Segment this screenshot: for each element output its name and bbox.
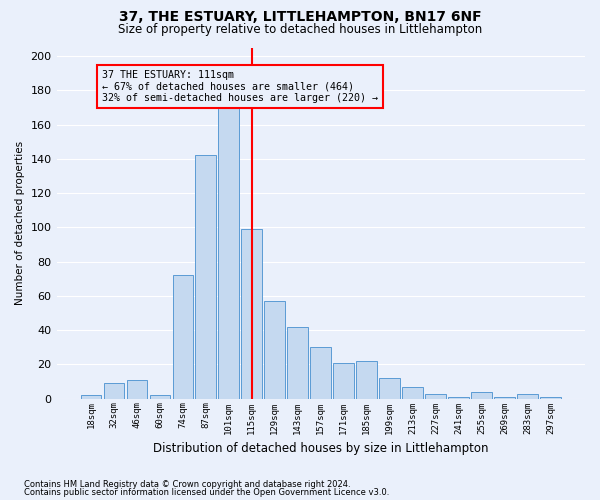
Text: Contains HM Land Registry data © Crown copyright and database right 2024.: Contains HM Land Registry data © Crown c… (24, 480, 350, 489)
Bar (104, 383, 124, 398)
Text: 37 THE ESTUARY: 111sqm
← 67% of detached houses are smaller (464)
32% of semi-de: 37 THE ESTUARY: 111sqm ← 67% of detached… (103, 70, 379, 103)
Bar (265, 301, 285, 398)
Text: 37, THE ESTUARY, LITTLEHAMPTON, BN17 6NF: 37, THE ESTUARY, LITTLEHAMPTON, BN17 6NF (119, 10, 481, 24)
Bar (472, 392, 492, 398)
Bar (494, 397, 515, 398)
Bar (241, 229, 262, 398)
Bar (218, 108, 239, 399)
Bar (196, 156, 216, 398)
Bar (517, 394, 538, 398)
Bar (334, 362, 354, 398)
Y-axis label: Number of detached properties: Number of detached properties (15, 141, 25, 305)
Text: Contains public sector information licensed under the Open Government Licence v3: Contains public sector information licen… (24, 488, 389, 497)
Bar (425, 394, 446, 398)
Bar (173, 276, 193, 398)
Bar (403, 386, 423, 398)
Bar (448, 397, 469, 398)
Bar (149, 395, 170, 398)
Bar (80, 395, 101, 398)
Bar (287, 326, 308, 398)
Bar (540, 397, 561, 398)
Bar (310, 348, 331, 399)
Bar (356, 361, 377, 399)
Bar (379, 378, 400, 398)
Text: Size of property relative to detached houses in Littlehampton: Size of property relative to detached ho… (118, 22, 482, 36)
X-axis label: Distribution of detached houses by size in Littlehampton: Distribution of detached houses by size … (153, 442, 488, 455)
Bar (127, 380, 147, 398)
